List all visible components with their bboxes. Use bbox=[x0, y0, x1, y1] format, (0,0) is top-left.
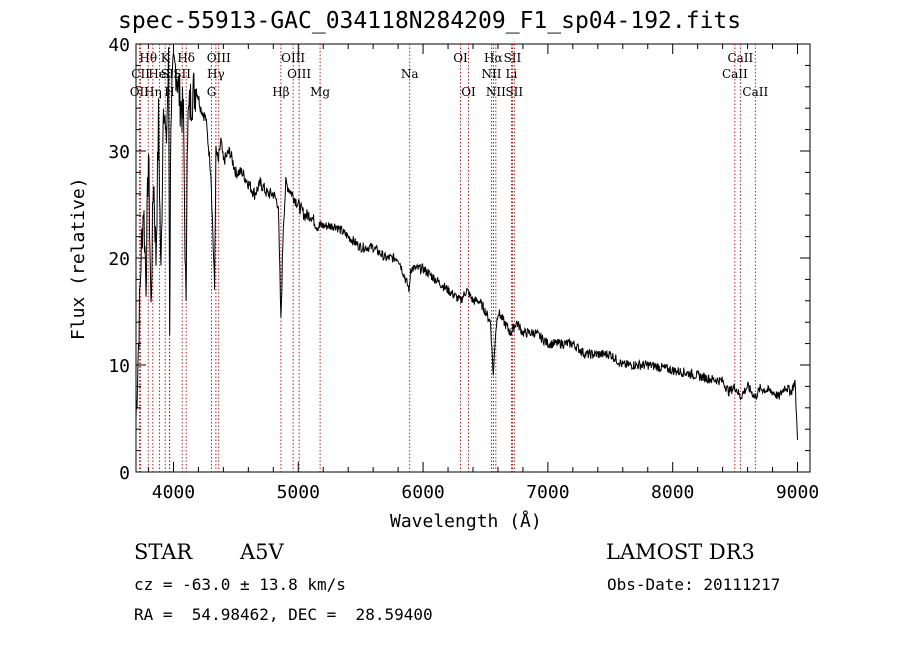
flux-series bbox=[135, 47, 798, 440]
line-label: OIII bbox=[287, 67, 311, 81]
object-subclass: A5V bbox=[240, 540, 284, 564]
line-label: OI bbox=[461, 85, 476, 99]
x-axis-label: Wavelength (Å) bbox=[390, 511, 542, 532]
line-label: CII bbox=[131, 67, 150, 81]
y-tick-label: 40 bbox=[108, 35, 130, 56]
line-label: Na bbox=[401, 67, 419, 81]
line-label: Hγ bbox=[207, 67, 225, 81]
survey-name: LAMOST DR3 bbox=[606, 540, 755, 564]
line-label: H bbox=[164, 85, 174, 99]
line-label: Hδ bbox=[177, 51, 195, 65]
y-axis-label: Flux (relative) bbox=[68, 177, 89, 340]
x-tick-label: 7000 bbox=[526, 482, 569, 503]
line-label: NII bbox=[486, 85, 506, 99]
line-label: CaII bbox=[727, 51, 753, 65]
y-tick-label: 20 bbox=[108, 249, 130, 270]
y-tick-label: 30 bbox=[108, 142, 130, 163]
line-label: G bbox=[207, 85, 217, 99]
redshift-cz: cz = -63.0 ± 13.8 km/s bbox=[134, 575, 346, 594]
line-label: SII bbox=[504, 51, 522, 65]
line-label: K bbox=[161, 51, 171, 65]
line-label: OII bbox=[130, 85, 150, 99]
line-label: SII bbox=[161, 67, 179, 81]
line-label: CaII bbox=[722, 67, 748, 81]
line-label: Hθ bbox=[139, 51, 157, 65]
axes-frame bbox=[135, 43, 811, 473]
line-label: SII bbox=[173, 67, 191, 81]
line-label: SII bbox=[505, 85, 523, 99]
x-tick-label: 5000 bbox=[277, 482, 320, 503]
x-tick-label: 8000 bbox=[651, 482, 694, 503]
x-tick-label: 9000 bbox=[776, 482, 819, 503]
y-tick-label: 0 bbox=[119, 463, 130, 484]
line-label: OI bbox=[453, 51, 468, 65]
line-label: Hη bbox=[144, 85, 162, 99]
line-label: OIII bbox=[207, 51, 231, 65]
ra-dec: RA = 54.98462, DEC = 28.59400 bbox=[134, 605, 433, 624]
chart-title: spec-55913-GAC_034118N284209_F1_sp04-192… bbox=[118, 8, 742, 34]
x-tick-label: 6000 bbox=[401, 482, 444, 503]
line-labels: HθOIICIIHηHeIKSIIHHδSIIOIIIHγGOIIIOIIIHβ… bbox=[130, 51, 769, 99]
line-label: Mg bbox=[310, 85, 330, 99]
line-label: HeI bbox=[148, 67, 171, 81]
object-class: STAR bbox=[134, 540, 193, 564]
tick-labels: 4000 5000 6000 7000 8000 9000 0 10 20 30 40 bbox=[108, 35, 819, 503]
x-tick-label: 4000 bbox=[152, 482, 195, 503]
line-markers bbox=[138, 44, 756, 472]
flux-line bbox=[135, 47, 798, 440]
line-label: Hβ bbox=[272, 85, 289, 99]
line-label: CaII bbox=[742, 85, 768, 99]
obs-date: Obs-Date: 20111217 bbox=[607, 575, 781, 594]
y-tick-label: 10 bbox=[108, 356, 130, 377]
plot-frame bbox=[135, 43, 811, 473]
line-label: NII bbox=[481, 67, 501, 81]
line-label: Li bbox=[506, 67, 518, 81]
line-label: OIII bbox=[281, 51, 305, 65]
line-label: Hα bbox=[484, 51, 503, 65]
